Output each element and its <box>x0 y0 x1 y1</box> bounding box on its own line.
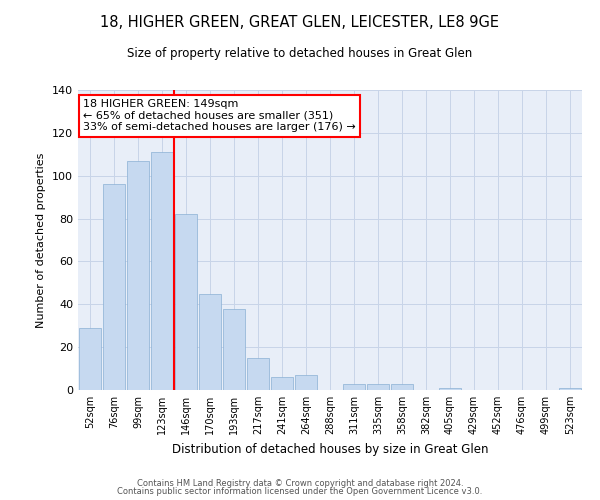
Text: Contains HM Land Registry data © Crown copyright and database right 2024.: Contains HM Land Registry data © Crown c… <box>137 478 463 488</box>
Bar <box>175 214 197 390</box>
Bar <box>367 384 389 390</box>
Bar <box>247 358 269 390</box>
Bar <box>295 375 317 390</box>
Bar <box>127 160 149 390</box>
Bar <box>79 328 101 390</box>
Text: 18, HIGHER GREEN, GREAT GLEN, LEICESTER, LE8 9GE: 18, HIGHER GREEN, GREAT GLEN, LEICESTER,… <box>101 15 499 30</box>
Bar <box>103 184 125 390</box>
Y-axis label: Number of detached properties: Number of detached properties <box>37 152 46 328</box>
Bar <box>391 384 413 390</box>
X-axis label: Distribution of detached houses by size in Great Glen: Distribution of detached houses by size … <box>172 442 488 456</box>
Text: Size of property relative to detached houses in Great Glen: Size of property relative to detached ho… <box>127 48 473 60</box>
Bar <box>199 294 221 390</box>
Text: Contains public sector information licensed under the Open Government Licence v3: Contains public sector information licen… <box>118 487 482 496</box>
Bar <box>439 388 461 390</box>
Bar <box>343 384 365 390</box>
Bar <box>271 377 293 390</box>
Bar <box>559 388 581 390</box>
Bar <box>223 308 245 390</box>
Text: 18 HIGHER GREEN: 149sqm
← 65% of detached houses are smaller (351)
33% of semi-d: 18 HIGHER GREEN: 149sqm ← 65% of detache… <box>83 99 356 132</box>
Bar <box>151 152 173 390</box>
